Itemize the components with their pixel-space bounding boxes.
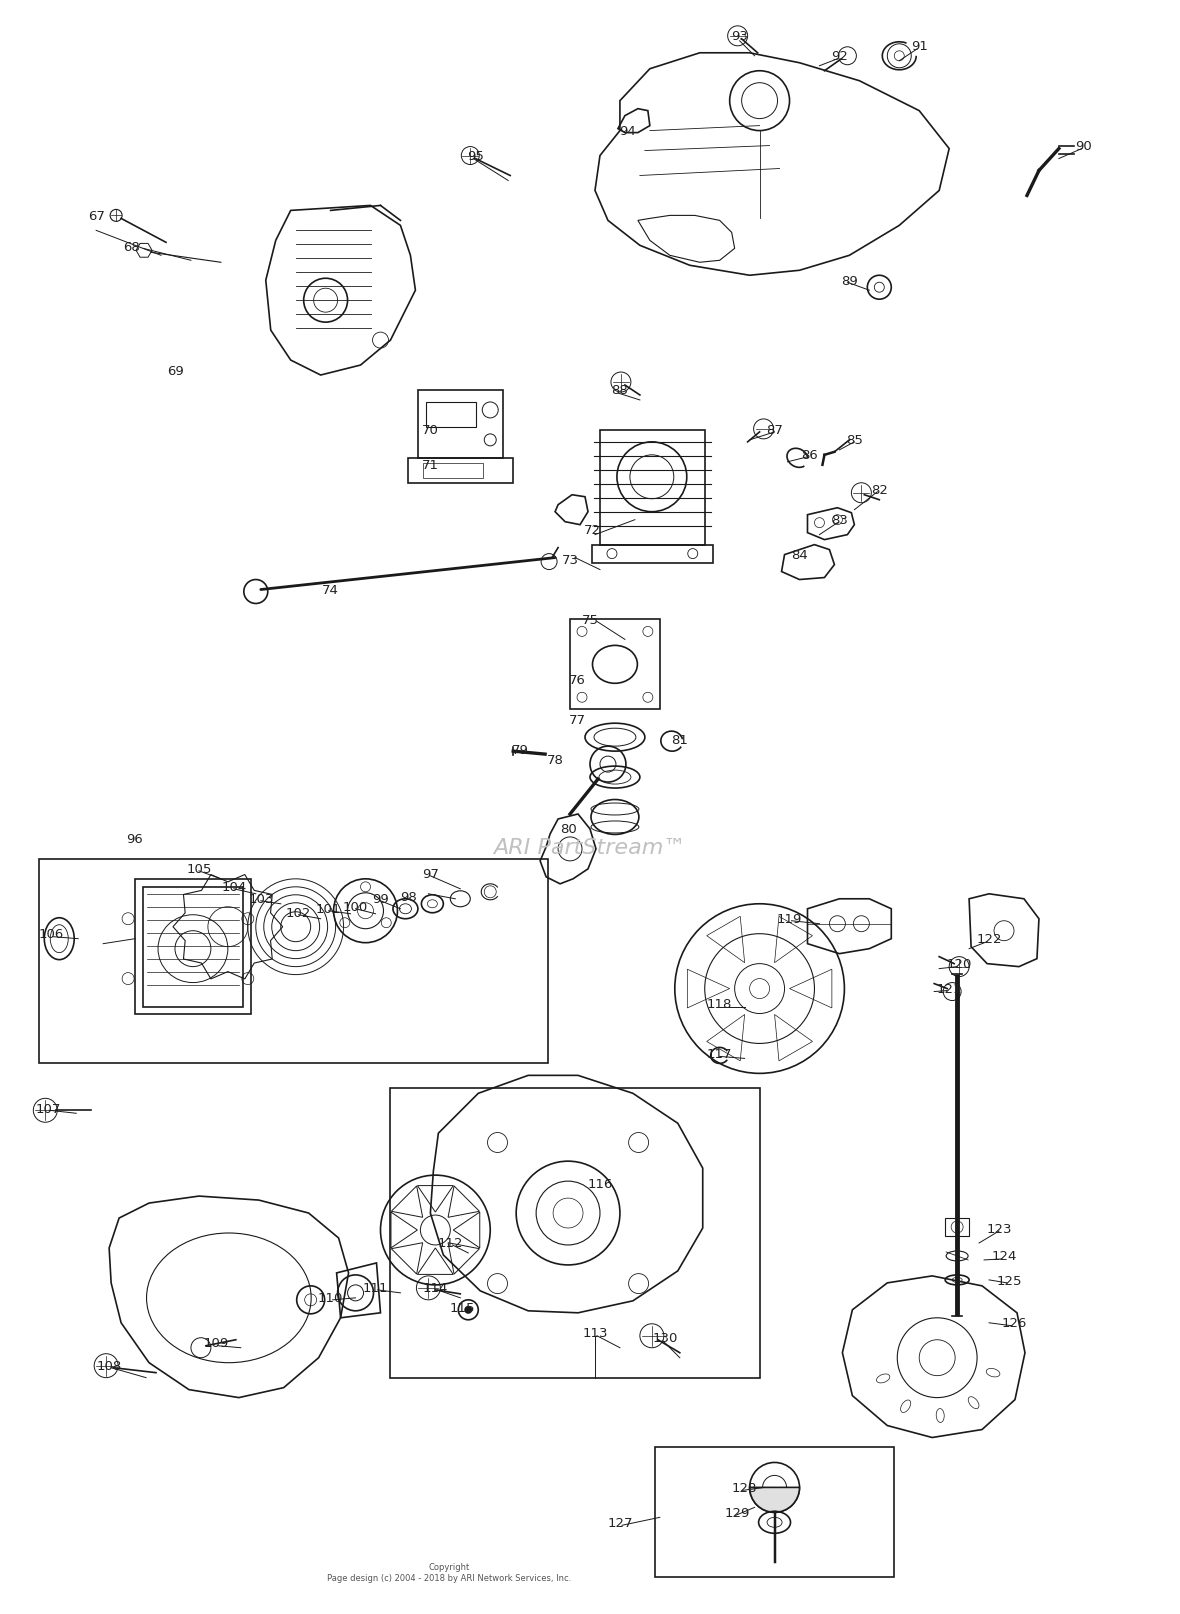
Text: 71: 71 [422,458,439,471]
Text: 79: 79 [512,742,529,757]
Text: 99: 99 [372,893,389,905]
Text: 129: 129 [725,1506,750,1519]
Text: 106: 106 [39,928,64,941]
Text: 101: 101 [316,902,341,915]
Bar [570,620,660,710]
Bar [424,463,484,478]
Text: 92: 92 [831,50,848,63]
Bar [592,546,713,563]
Bar [655,1448,894,1577]
Text: 90: 90 [1075,140,1093,153]
Text: Copyright
Page design (c) 2004 - 2018 by ARI Network Services, Inc.: Copyright Page design (c) 2004 - 2018 by… [327,1562,571,1582]
Text: 78: 78 [546,754,564,767]
Text: ARI PartStream™: ARI PartStream™ [493,838,687,857]
Text: 98: 98 [400,891,417,904]
Text: 119: 119 [776,912,802,926]
Text: 74: 74 [322,584,339,597]
Text: 68: 68 [123,240,139,253]
Wedge shape [749,1488,800,1512]
Text: 107: 107 [35,1102,61,1115]
Text: 130: 130 [653,1332,677,1344]
Bar [599,431,704,546]
Text: 100: 100 [343,901,368,914]
Text: 105: 105 [186,863,211,876]
Text: 87: 87 [766,424,784,437]
Text: 91: 91 [911,40,927,53]
Text: 95: 95 [467,150,484,163]
Text: 113: 113 [582,1327,608,1340]
Bar [143,888,243,1007]
Text: 109: 109 [203,1336,229,1349]
Text: 128: 128 [732,1482,758,1495]
Bar [39,859,548,1064]
Text: 96: 96 [126,833,143,846]
Text: 114: 114 [422,1282,448,1294]
Text: 126: 126 [1002,1317,1027,1330]
Circle shape [464,1306,472,1314]
Text: 127: 127 [608,1516,632,1528]
Text: 82: 82 [871,484,887,497]
Text: 102: 102 [286,907,312,920]
Text: 111: 111 [362,1282,388,1294]
Bar [135,880,251,1014]
Text: 75: 75 [582,613,598,626]
Text: 121: 121 [937,983,962,996]
Text: 70: 70 [422,424,439,437]
Text: 67: 67 [87,210,105,223]
Bar [419,391,503,458]
Text: 84: 84 [791,549,808,562]
Text: 81: 81 [671,733,688,746]
Text: 72: 72 [583,525,601,537]
Text: 94: 94 [620,124,636,139]
Text: 108: 108 [97,1359,122,1372]
Text: 122: 122 [976,933,1002,946]
Text: 120: 120 [946,957,972,970]
Text: 116: 116 [588,1177,612,1190]
Text: 89: 89 [841,274,858,287]
Text: 93: 93 [732,31,748,44]
Text: 112: 112 [438,1236,463,1249]
Text: 97: 97 [422,868,439,881]
Text: 115: 115 [450,1301,476,1314]
Text: 124: 124 [991,1249,1017,1262]
Text: 86: 86 [801,449,818,462]
Text: 83: 83 [831,513,848,526]
Bar [391,1089,760,1378]
Text: 85: 85 [846,434,863,447]
Text: 77: 77 [569,713,585,726]
Ellipse shape [946,1251,968,1261]
Text: 110: 110 [317,1291,343,1304]
Text: 123: 123 [986,1222,1011,1235]
Text: 117: 117 [707,1047,733,1060]
Text: 104: 104 [221,881,247,894]
Text: 125: 125 [996,1275,1022,1288]
Text: 69: 69 [168,365,184,378]
Bar [426,404,477,428]
Text: 103: 103 [248,893,274,905]
Text: 88: 88 [611,384,628,397]
Text: 118: 118 [707,997,733,1010]
Bar [945,1219,969,1236]
Bar [408,458,513,484]
Text: 80: 80 [559,823,576,836]
Text: 73: 73 [562,554,578,567]
Text: 76: 76 [569,673,585,686]
